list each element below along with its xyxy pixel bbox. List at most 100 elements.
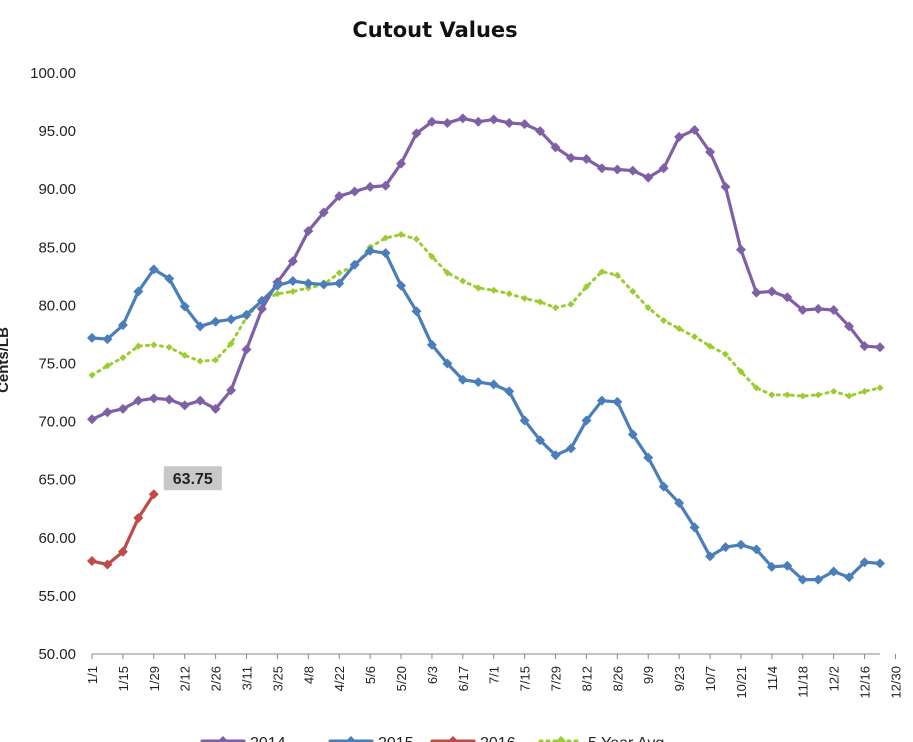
y-tick-label: 85.00 — [38, 239, 76, 256]
y-tick-label: 95.00 — [38, 123, 76, 140]
data-point — [87, 414, 97, 425]
data-point — [705, 551, 716, 562]
data-point — [88, 371, 96, 379]
data-point — [505, 290, 513, 298]
data-point — [287, 275, 298, 286]
data-point — [164, 394, 175, 405]
data-point — [582, 283, 590, 291]
data-point — [227, 340, 235, 348]
data-point — [629, 287, 637, 295]
data-point — [598, 268, 606, 276]
data-point — [148, 393, 159, 404]
data-point — [797, 574, 808, 585]
x-tick-label: 12/2 — [827, 666, 842, 691]
data-point — [473, 116, 484, 127]
data-point — [875, 558, 885, 569]
data-point — [335, 269, 343, 277]
y-tick-label: 70.00 — [38, 414, 76, 431]
data-point — [411, 128, 422, 139]
data-point — [876, 384, 884, 392]
x-tick-label: 2/26 — [209, 666, 224, 691]
data-point — [117, 320, 128, 331]
data-point — [195, 395, 206, 406]
data-point — [845, 392, 853, 400]
x-tick-label: 11/18 — [796, 666, 811, 698]
x-tick-label: 3/11 — [240, 666, 255, 690]
data-point — [287, 256, 298, 267]
data-point — [660, 317, 668, 325]
y-tick-label: 80.00 — [38, 297, 76, 314]
data-point — [844, 572, 855, 583]
data-point — [567, 300, 575, 308]
data-point — [552, 304, 560, 312]
legend-swatch-marker — [218, 736, 228, 742]
legend: 2014 2015 2016 5 Year Avg — [200, 735, 664, 742]
data-point — [226, 314, 237, 325]
y-tick-label: 90.00 — [38, 181, 76, 198]
legend-label: 2016 — [480, 735, 516, 742]
data-point — [550, 142, 561, 153]
data-point — [442, 358, 453, 369]
data-point — [365, 181, 376, 192]
data-point — [382, 234, 390, 242]
data-point — [181, 351, 189, 359]
y-tick-label: 50.00 — [38, 646, 76, 663]
data-point — [782, 560, 793, 571]
x-tick-label: 12/30 — [888, 666, 903, 699]
data-point — [689, 522, 700, 533]
data-point — [565, 152, 576, 163]
data-point — [165, 343, 173, 351]
data-point — [581, 153, 592, 164]
data-point — [643, 172, 654, 183]
data-point — [412, 235, 420, 243]
data-point — [428, 253, 436, 261]
data-point — [519, 415, 530, 426]
data-point — [318, 207, 329, 218]
x-tick-label: 5/20 — [394, 666, 409, 691]
data-point — [658, 481, 669, 492]
data-point — [737, 368, 745, 376]
x-tick-label: 10/7 — [703, 666, 718, 691]
chart-title: Cutout Values — [352, 18, 517, 42]
data-point — [488, 114, 499, 125]
legend-label: 5 Year Avg — [588, 735, 664, 742]
data-point — [411, 306, 422, 317]
data-point — [318, 279, 329, 290]
x-tick-label: 1/1 — [85, 666, 100, 684]
data-point — [720, 542, 731, 553]
data-point — [565, 443, 576, 454]
data-point — [490, 286, 498, 294]
legend-swatch-marker — [556, 736, 566, 742]
data-point — [87, 556, 97, 567]
data-point — [256, 295, 267, 306]
data-point — [148, 264, 159, 275]
data-point — [380, 248, 391, 259]
x-tick-label: 2/12 — [178, 666, 193, 691]
data-point — [133, 286, 144, 297]
data-point — [457, 113, 468, 124]
data-point — [226, 385, 237, 396]
data-point — [766, 286, 777, 297]
data-point — [426, 116, 437, 127]
data-point — [396, 158, 407, 169]
data-point — [148, 489, 159, 500]
legend-item-2014: 2014 — [200, 735, 286, 742]
data-point — [349, 186, 360, 197]
y-tick-label: 55.00 — [38, 588, 76, 605]
data-point — [751, 544, 762, 555]
data-point — [751, 287, 762, 298]
data-point — [735, 244, 746, 255]
x-tick-label: 9/23 — [672, 666, 687, 691]
y-tick-label: 60.00 — [38, 530, 76, 547]
data-point — [612, 164, 623, 175]
data-point — [596, 163, 607, 174]
data-point — [102, 559, 113, 570]
x-tick-label: 8/26 — [610, 666, 625, 691]
data-point — [459, 277, 467, 285]
data-point — [675, 325, 683, 333]
data-point — [241, 309, 252, 320]
series-5-year-avg — [88, 231, 884, 400]
x-tick-label: 6/17 — [456, 666, 471, 691]
x-tick-label: 4/8 — [301, 666, 316, 684]
